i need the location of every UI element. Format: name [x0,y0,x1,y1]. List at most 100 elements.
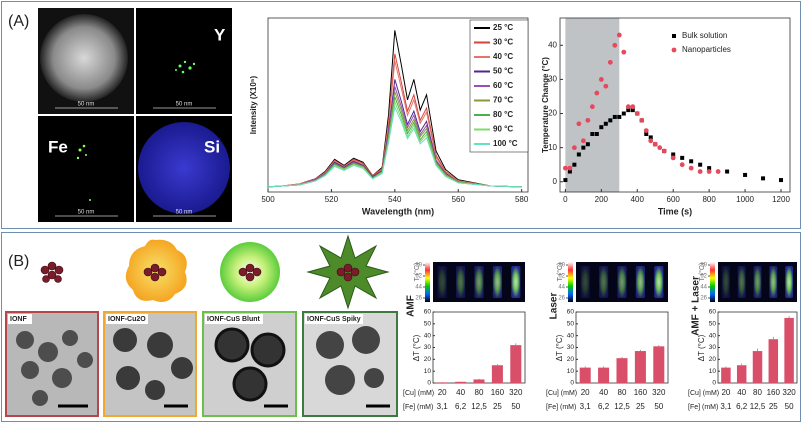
colorbar [425,262,430,302]
vial [769,266,778,298]
spectrum-line [267,105,522,188]
x-axis-label: Time (s) [658,206,692,216]
x-tick-label: 40 [456,388,465,397]
x-tick-label: 160 [767,388,781,397]
data-point [715,169,721,174]
legend-label: 70 °C [493,96,513,105]
y-tick-label: 30 [709,344,717,351]
y-tick-label: 60 [567,309,575,316]
bar [653,346,665,383]
plot-frame [559,17,791,193]
bar [598,367,610,383]
y-tick-label: 20 [548,109,557,118]
bar [768,339,779,383]
data-point [657,145,663,151]
data-point [603,121,608,126]
data-point [562,165,568,171]
vial [474,266,484,298]
tem-label: IONF-CuS Spiky [307,316,361,323]
data-point [567,165,573,171]
y-tick-label: 40 [548,40,557,49]
x-tick-label: 80 [475,388,484,397]
y-tick-label: 0 [553,177,558,186]
data-point [608,118,613,123]
data-point [599,125,604,130]
y-tick-label: 0 [712,380,716,387]
scale-bar-label: 50 nm [78,210,95,216]
bar [455,381,467,383]
tem-label: IONF [10,316,27,323]
data-point [743,172,748,177]
vial [654,266,664,298]
data-point [571,145,577,151]
x-tick-label: 6,2 [455,402,467,411]
legend-label: 90 °C [493,125,513,134]
chart-title: Laser [549,293,560,320]
colorbar-tick-label: 80 [700,263,707,269]
legend-label: Nanoparticles [682,45,731,54]
data-point [671,152,676,157]
colorbar-tick-label: 26 [415,296,422,302]
data-point [580,138,586,144]
vial [511,266,521,298]
panel-label: (B) [8,253,29,270]
chart-title: AMF [406,295,417,317]
x-tick-label: 6,2 [736,402,748,411]
vial [580,266,590,298]
y-tick-label: 60 [424,309,432,316]
chart-title: AMF + Laser [691,276,702,336]
data-point [706,169,712,174]
data-point [594,90,600,96]
data-point [725,169,730,174]
data-point [643,128,649,133]
legend-label: Bulk solution [682,31,727,40]
particle-cartoons [40,234,390,310]
vial [635,266,645,298]
y-tick-label: 60 [709,309,717,316]
vial [737,266,746,298]
data-point [630,108,635,113]
vial [721,266,730,298]
data-point [661,148,667,154]
data-point [639,117,645,123]
colorbar-label: T (°C) [556,263,564,282]
vial [456,266,466,298]
data-point [576,152,581,157]
data-point [707,166,712,171]
data-point [621,49,627,55]
data-point [585,142,590,147]
legend-label: 50 °C [493,67,513,76]
y-tick-label: 30 [424,344,432,351]
legend-label: 25 °C [493,23,513,32]
spectrum-line [267,30,522,188]
data-point [779,178,784,183]
x-tick-label: 25 [493,402,502,411]
data-point [698,162,703,167]
x-tick-label: 50 [654,402,663,411]
data-point [648,135,653,140]
y-tick-label: 40 [567,332,575,339]
data-point [594,132,599,136]
x-tick-label: 200 [595,195,609,204]
colorbar-tick-label: 80 [415,263,422,269]
y-tick-label: 50 [567,321,575,328]
data-point [572,162,577,167]
data-point [652,141,658,147]
bar [473,379,485,383]
bar [634,351,646,383]
row-label: [Cu] (mM) [546,390,577,397]
x-tick-label: 3,1 [580,402,592,411]
data-point [626,108,631,113]
colorbar-label: T (°C) [698,263,706,282]
x-tick-label: 80 [753,388,762,397]
x-tick-label: 20 [438,388,447,397]
y-tick-label: 10 [709,368,717,375]
x-tick-label: 25 [769,402,778,411]
row-label: [Cu] (mM) [688,390,719,397]
y-tick-label: 0 [427,380,431,387]
bar [752,351,763,383]
data-point [634,111,640,116]
data-point [625,104,631,110]
legend-label: 40 °C [493,52,513,61]
scale-bar-label: 50 nm [78,102,95,108]
